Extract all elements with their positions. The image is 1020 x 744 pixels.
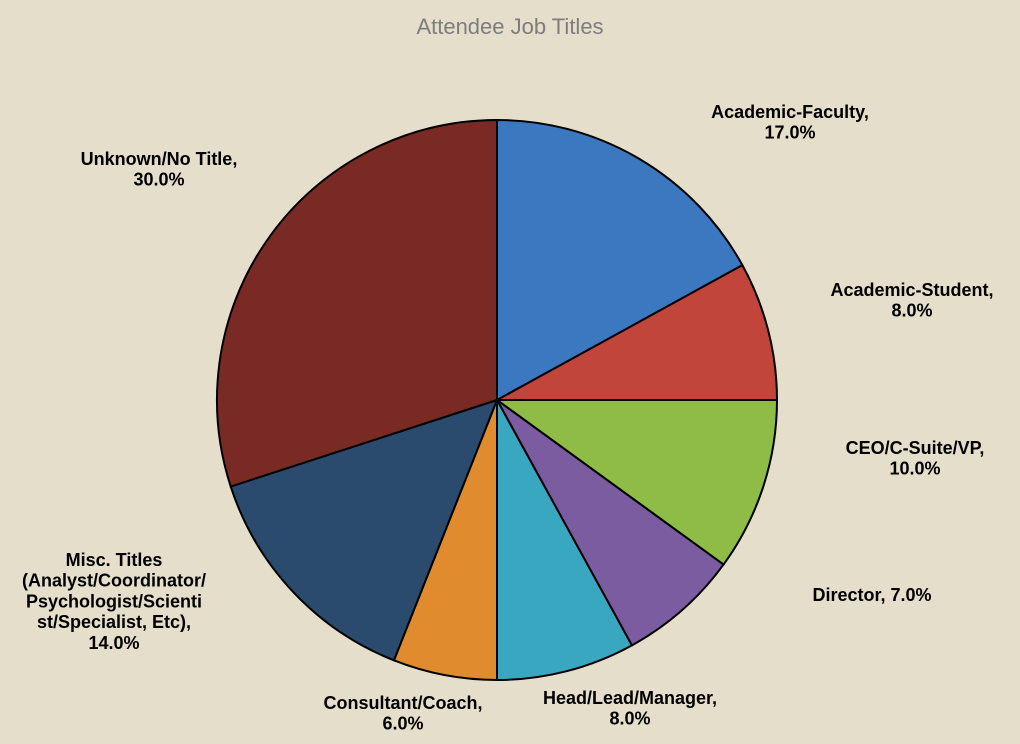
- slice-label: Head/Lead/Manager,8.0%: [543, 688, 717, 729]
- slice-label: Unknown/No Title,30.0%: [81, 149, 238, 190]
- slice-label: Academic-Faculty,17.0%: [711, 102, 869, 143]
- pie-chart-container: Attendee Job Titles Academic-Faculty,17.…: [0, 0, 1020, 744]
- slice-label: Misc. Titles(Analyst/Coordinator/Psychol…: [22, 550, 206, 653]
- slice-label: Director, 7.0%: [812, 585, 931, 605]
- slice-label: Consultant/Coach,6.0%: [323, 693, 482, 734]
- slice-label: Academic-Student,8.0%: [830, 280, 993, 321]
- slice-label: CEO/C-Suite/VP,10.0%: [846, 438, 985, 479]
- pie-chart: Academic-Faculty,17.0% Academic-Student,8…: [0, 0, 1020, 744]
